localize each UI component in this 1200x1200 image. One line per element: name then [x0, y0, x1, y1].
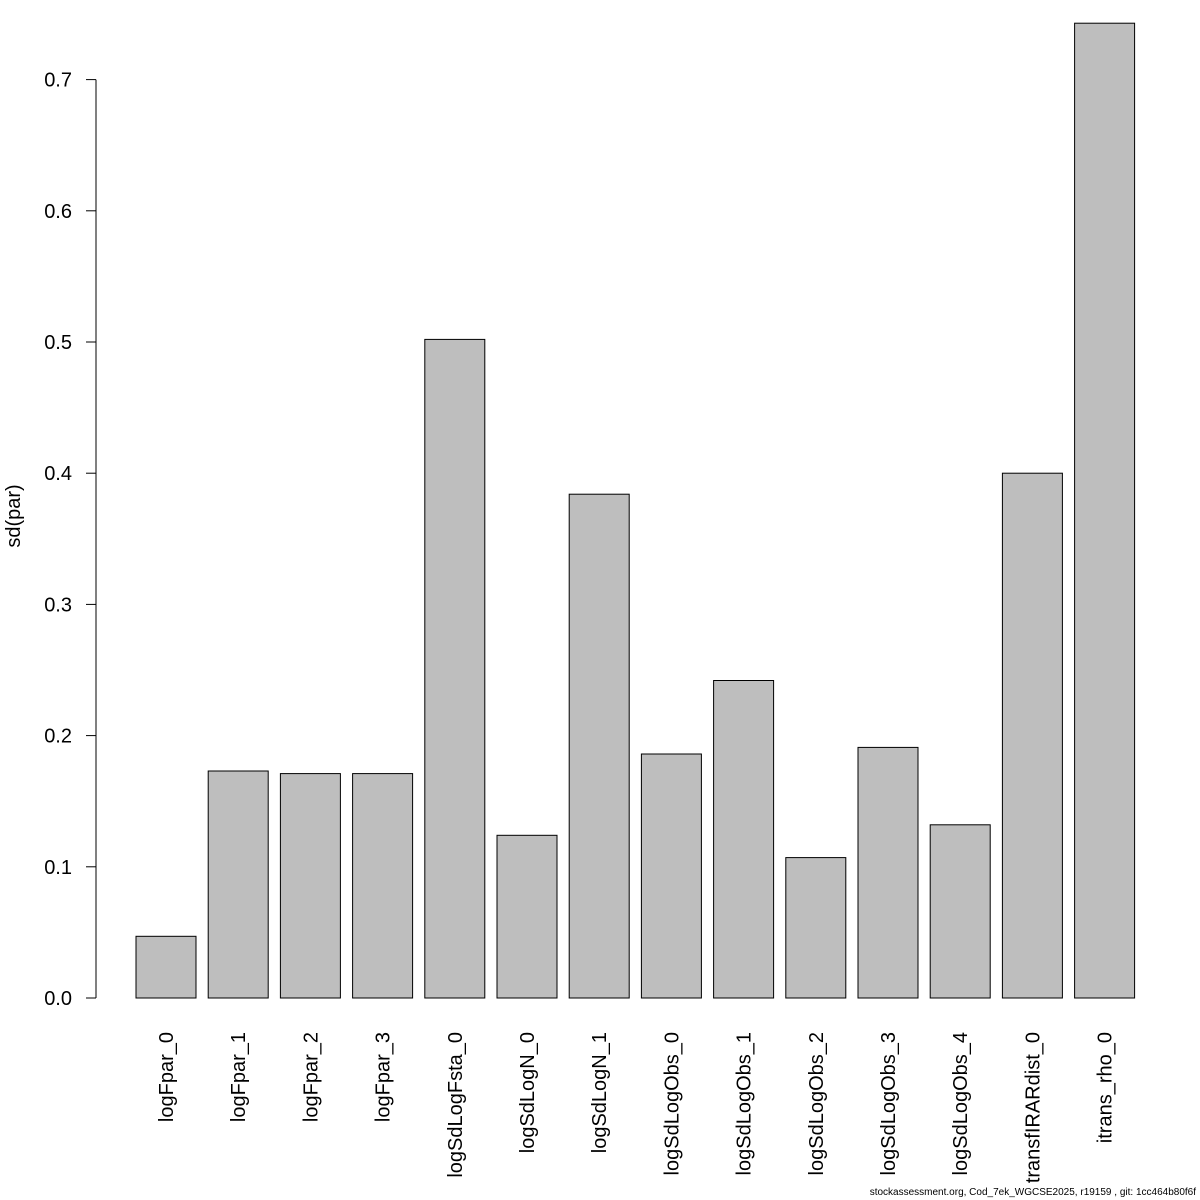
bars: [135, 22, 1136, 999]
bar-logSdLogN_1: [568, 493, 630, 999]
bar-logSdLogObs_2: [785, 857, 847, 999]
y-tick-label: 0.1: [44, 857, 72, 879]
x-tick-label: logFpar_3: [373, 1032, 395, 1122]
bar-logSdLogObs_1: [713, 680, 775, 999]
y-axis-title: sd(par): [3, 484, 25, 547]
bar-transfIRARdist_0: [1001, 472, 1063, 999]
y-tick-label: 0.3: [44, 594, 72, 616]
bar-logSdLogFsta_0: [424, 338, 486, 999]
y-tick-label: 0.4: [44, 463, 72, 485]
bar-logSdLogObs_0: [640, 753, 702, 999]
bar-logFpar_0: [135, 935, 197, 999]
y-tick-label: 0.7: [44, 70, 72, 92]
y-axis: 0.0 0.1 0.2 0.3 0.4 0.5 0.6 0.7: [44, 70, 97, 1010]
x-tick-labels: logFpar_0 logFpar_1 logFpar_2 logFpar_3 logS…: [156, 1032, 1117, 1183]
x-tick-label: logSdLogObs_2: [806, 1032, 828, 1175]
bar-logSdLogObs_4: [929, 824, 991, 999]
x-tick-label: logSdLogFsta_0: [445, 1032, 467, 1178]
x-tick-label: logFpar_1: [228, 1032, 250, 1122]
y-tick-label: 0.5: [44, 332, 72, 354]
x-tick-label: transfIRARdist_0: [1022, 1032, 1044, 1183]
x-tick-label: logSdLogObs_1: [734, 1032, 756, 1175]
bar-logSdLogObs_3: [857, 746, 919, 999]
y-tick-label: 0.6: [44, 201, 72, 223]
bar-logFpar_3: [352, 773, 414, 999]
bar-logFpar_2: [279, 773, 341, 999]
x-tick-label: logSdLogObs_4: [950, 1032, 972, 1175]
bar-logSdLogN_0: [496, 834, 558, 999]
x-tick-label: itrans_rho_0: [1095, 1032, 1117, 1143]
y-tick-label: 0.0: [44, 988, 72, 1010]
footer-credit: stockassessment.org, Cod_7ek_WGCSE2025, …: [869, 1187, 1196, 1198]
x-tick-label: logSdLogObs_0: [661, 1032, 683, 1175]
x-tick-label: logSdLogN_0: [517, 1032, 539, 1153]
x-tick-label: logFpar_0: [156, 1032, 178, 1122]
x-tick-label: logFpar_2: [300, 1032, 322, 1122]
bar-itrans_rho_0: [1074, 22, 1136, 999]
y-tick-label: 0.2: [44, 726, 72, 748]
x-tick-label: logSdLogN_1: [589, 1032, 611, 1153]
bar-logFpar_1: [207, 770, 269, 999]
x-tick-label: logSdLogObs_3: [878, 1032, 900, 1175]
